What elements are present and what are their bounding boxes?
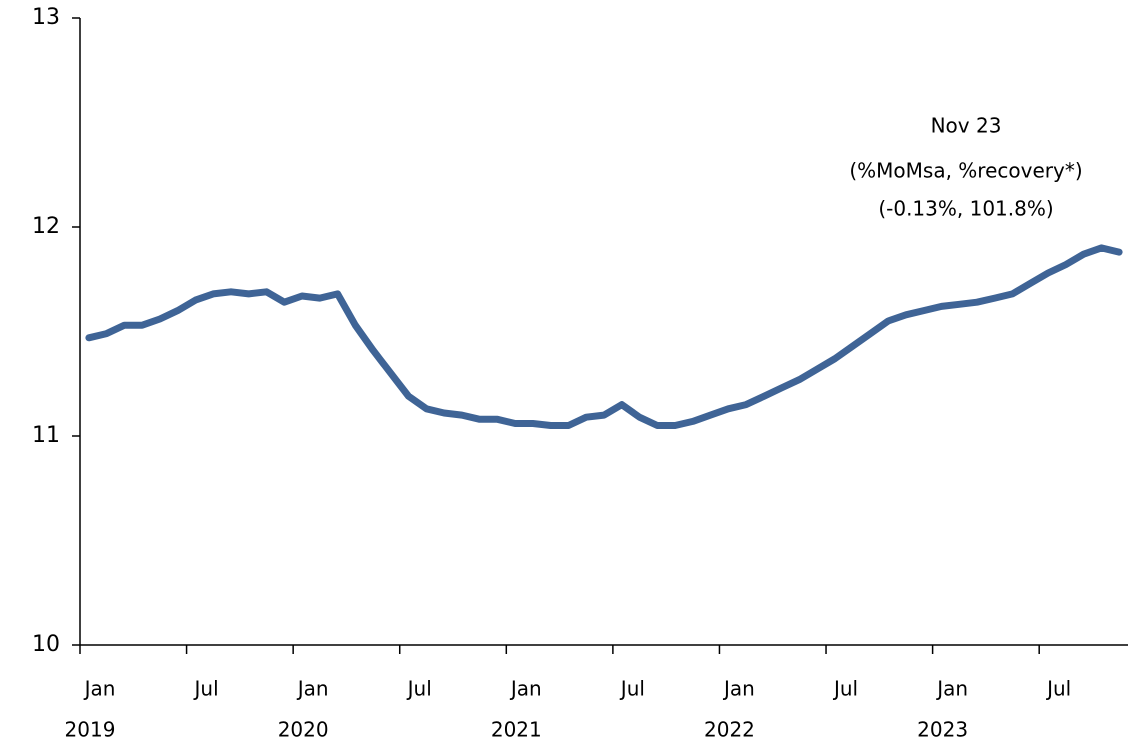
annotation-text: (-0.13%, 101.8%): [878, 197, 1053, 221]
annotation: Nov 23 (%MoMsa, %recovery*) (-0.13%, 101…: [849, 114, 1082, 221]
year-label: 2022: [704, 718, 755, 742]
x-tick-label: Jul: [619, 677, 645, 701]
y-tick-label: 10: [32, 632, 60, 657]
year-label: 2021: [491, 718, 542, 742]
x-tick-label: Jul: [832, 677, 858, 701]
x-tick-label: Jan: [83, 677, 116, 701]
data-line: [85, 244, 1123, 429]
x-tick-label: Jan: [296, 677, 329, 701]
x-tick-label: Jul: [406, 677, 432, 701]
year-label: 2023: [917, 718, 968, 742]
annotation-text: (%MoMsa, %recovery*): [849, 159, 1082, 183]
y-tick-label: 13: [32, 5, 60, 30]
x-tick-label: Jul: [1045, 677, 1071, 701]
year-label: 2019: [65, 718, 116, 742]
year-label: 2020: [278, 718, 329, 742]
x-tick-label: Jan: [935, 677, 968, 701]
x-tick-label: Jan: [722, 677, 755, 701]
annotation-text: Nov 23: [931, 114, 1002, 138]
x-tick-label: Jul: [193, 677, 219, 701]
y-tick-label: 12: [32, 214, 60, 239]
x-tick-label: Jan: [509, 677, 542, 701]
y-tick-label: 11: [32, 423, 60, 448]
